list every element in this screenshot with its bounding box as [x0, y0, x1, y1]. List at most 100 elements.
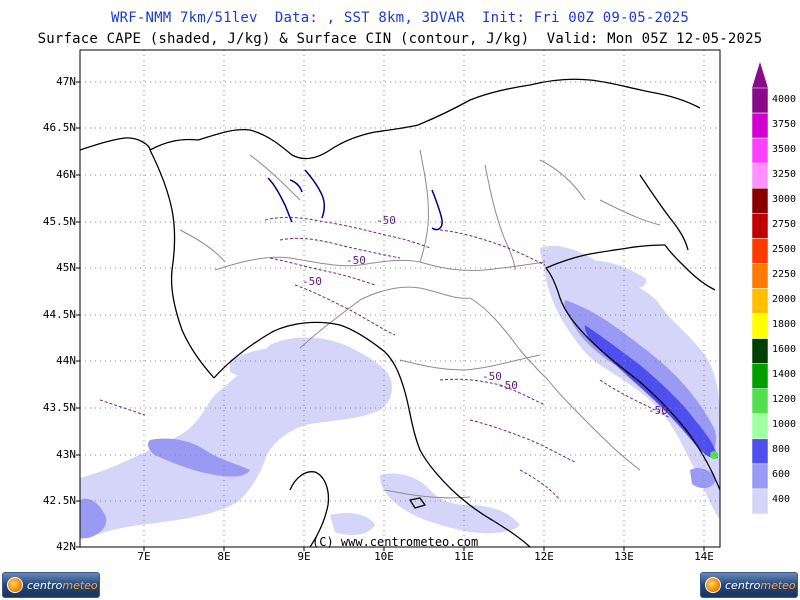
lat-label: 42.5N: [42, 494, 76, 507]
coastlines-and-borders: [80, 78, 720, 547]
lake-garda: [431, 189, 443, 231]
cape-area-south-coast: [330, 513, 375, 536]
cape-area-adriatic-north: [575, 259, 647, 289]
lat-label: 43.5N: [42, 401, 76, 414]
lat-label: 45N: [56, 261, 76, 274]
colorbar-swatch: [751, 388, 769, 415]
lat-label: 43N: [56, 448, 76, 461]
colorbar-swatch: [751, 187, 769, 214]
colorbar-label: 2250: [772, 268, 797, 280]
lake-lugano: [289, 179, 303, 193]
corsica-coast: [289, 471, 330, 547]
colorbar-label: 2500: [772, 243, 797, 255]
colorbar-swatch: [751, 112, 769, 139]
colorbar-label: 3750: [772, 118, 797, 130]
contour-label: -50: [498, 379, 518, 392]
colorbar-label: 2000: [772, 294, 797, 305]
ligurian-coast: [213, 321, 531, 547]
colorbar-swatch: [751, 137, 769, 164]
istria-coast: [664, 244, 716, 291]
globe-icon: [7, 577, 23, 593]
colorbar-swatch: [751, 438, 769, 465]
cape-area-corsica-west: [80, 498, 107, 538]
austria-border: [417, 78, 701, 126]
swiss-border: [149, 124, 419, 160]
lat-label: 42N: [56, 540, 76, 553]
colorbar-swatch: [751, 162, 769, 189]
colorbar-swatch: [751, 87, 769, 114]
cape-area-adriatic-south: [690, 468, 716, 489]
colorbar-label: 1200: [772, 394, 797, 406]
colorbar-arrow: [752, 62, 768, 88]
lake-como: [304, 169, 325, 219]
france-italy-border: [149, 149, 215, 379]
contour-label: -50: [346, 254, 366, 267]
lon-label: 9E: [297, 550, 311, 563]
colorbar-swatch: [751, 238, 769, 264]
contour-label-group: -50 -50 -50 -50 -50 -50: [302, 214, 668, 417]
cape-area-tuscan-coast: [380, 473, 520, 534]
lat-label: 44.5N: [42, 308, 76, 321]
copyright-text: (C) www.centrometeo.com: [312, 535, 479, 549]
colorbar-label: 3500: [772, 143, 797, 155]
logo-text: centrometeo: [725, 578, 796, 592]
colorbar-label: 1000: [772, 419, 797, 431]
colorbar-swatch: [751, 363, 769, 389]
colorbar-swatch: [751, 338, 769, 364]
lon-label: 14E: [694, 550, 714, 563]
north-alps-border: [80, 137, 151, 151]
cin-contours: [99, 216, 671, 501]
centrometeo-logo-right[interactable]: centrometeo: [700, 572, 798, 598]
lakes: [267, 169, 443, 231]
lat-label: 44N: [56, 354, 76, 367]
tick-marks: [76, 81, 705, 551]
colorbar: [751, 62, 769, 515]
lat-label: 46.5N: [42, 121, 76, 134]
colorbar-label: 3250: [772, 168, 797, 180]
contour-label: -50: [376, 214, 396, 227]
logo-text: centrometeo: [27, 578, 98, 592]
colorbar-swatch: [751, 288, 769, 314]
cape-area-green-spot: [710, 451, 718, 459]
cape-area-ligurian-north: [230, 347, 331, 381]
colorbar-label: 4000: [772, 93, 797, 105]
lat-label: 46N: [56, 168, 76, 181]
contour-label: -50: [482, 370, 502, 383]
colorbar-label: 1600: [772, 344, 797, 356]
map-frame: [79, 49, 721, 548]
venice-gulf-coast: [545, 244, 666, 269]
title-line-1: WRF-NMM 7km/51lev Data: , SST 8km, 3DVAR…: [110, 10, 690, 26]
colorbar-swatch: [751, 263, 769, 289]
lon-label: 11E: [454, 550, 474, 563]
lake-maggiore: [267, 177, 293, 223]
colorbar-label: 2750: [772, 218, 797, 230]
cape-area-tyrrhenian: [80, 337, 392, 540]
title-line-2: Surface CAPE (shaded, J/kg) & Surface CI…: [37, 31, 763, 47]
cape-area-tyrrhenian-mid: [147, 438, 250, 477]
colorbar-swatch: [751, 463, 769, 490]
colorbar-label: 1800: [772, 319, 797, 331]
colorbar-swatch: [751, 488, 769, 515]
colorbar-label: 3000: [772, 193, 797, 205]
colorbar-label: 1400: [772, 369, 797, 381]
globe-icon: [705, 577, 721, 593]
adriatic-coast: [545, 267, 720, 491]
contour-label: -50: [302, 275, 322, 288]
lat-label: 47N: [56, 75, 76, 88]
lon-label: 10E: [374, 550, 394, 563]
lon-label: 13E: [614, 550, 634, 563]
colorbar-label: 800: [772, 444, 791, 456]
lon-label: 12E: [534, 550, 554, 563]
colorbar-swatch: [751, 413, 769, 440]
colorbar-swatch: [751, 313, 769, 339]
colorbar-label: 600: [772, 469, 791, 481]
regional-borders: [179, 149, 661, 499]
slovenia-border: [639, 174, 689, 251]
colorbar-swatch: [751, 213, 769, 239]
lon-label: 7E: [137, 550, 151, 563]
elba-island: [409, 497, 426, 509]
centrometeo-logo-left[interactable]: centrometeo: [2, 572, 100, 598]
colorbar-label: 400: [772, 494, 791, 506]
lon-label: 8E: [217, 550, 231, 563]
